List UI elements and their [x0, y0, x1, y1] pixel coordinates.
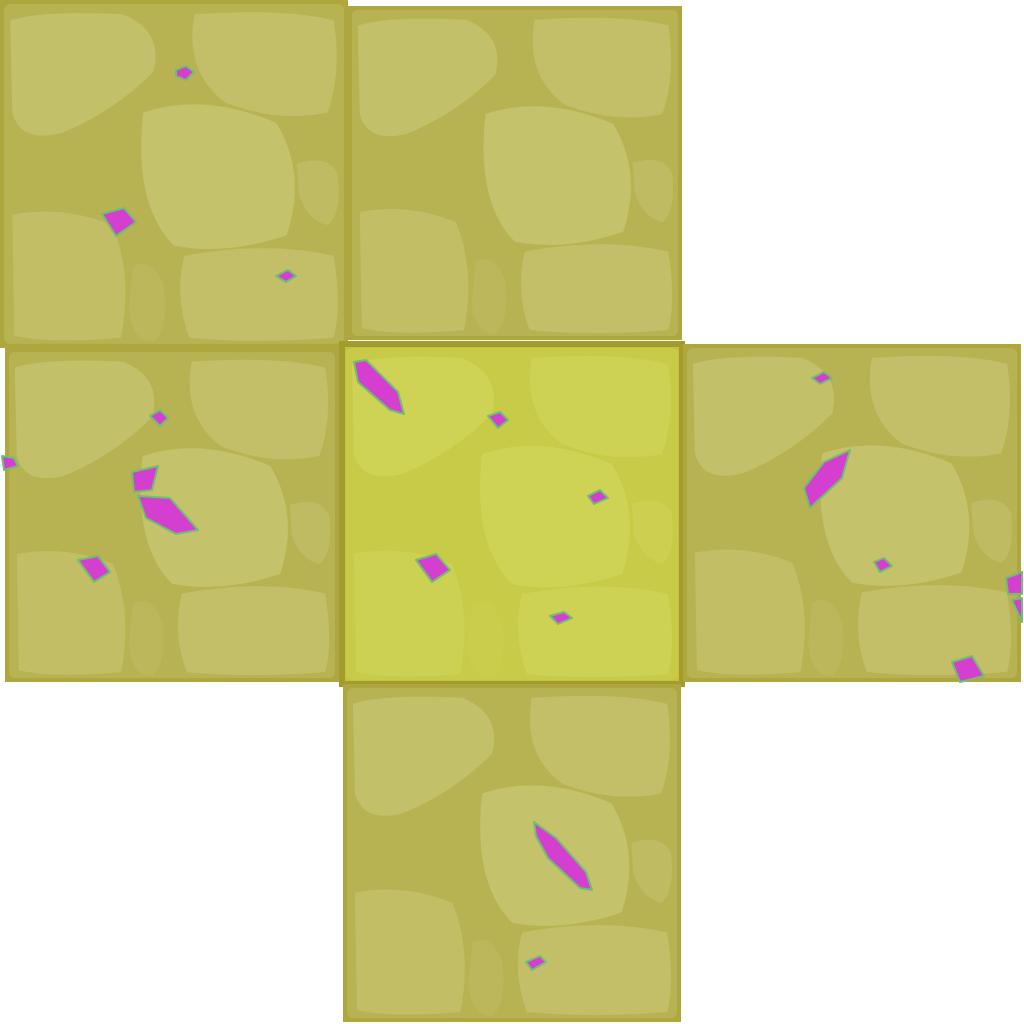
tile-bottom — [343, 684, 681, 1022]
tile-top — [348, 6, 682, 340]
tile-right — [683, 344, 1023, 683]
tile-left — [1, 348, 339, 682]
tile-top-left — [0, 0, 348, 348]
tile-center — [339, 341, 685, 687]
